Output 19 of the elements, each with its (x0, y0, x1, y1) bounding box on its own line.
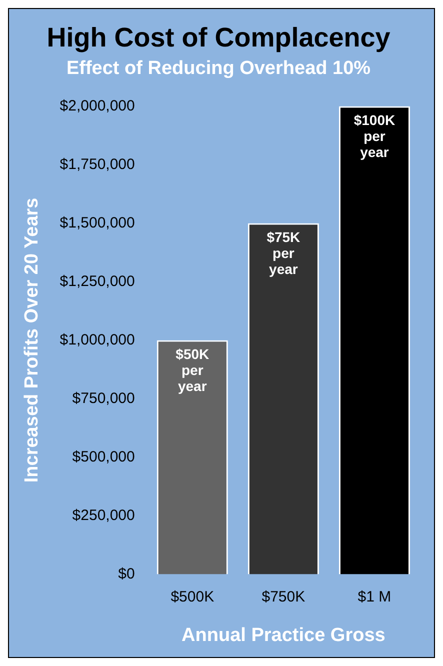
y-tick-label: $250,000 (72, 506, 135, 524)
y-tick-label: $0 (118, 565, 135, 582)
y-tick-label: $2,000,000 (60, 97, 135, 114)
chart-subtitle: Effect of Reducing Overhead 10% (66, 58, 371, 80)
y-axis-title: Increased Profits Over 20 Years (22, 198, 43, 483)
y-tick-label: $1,000,000 (60, 331, 135, 348)
y-tick-label: $1,250,000 (60, 272, 135, 290)
x-tick-label: $500K (170, 588, 214, 606)
y-tick-label: $1,750,000 (60, 156, 135, 173)
annotation: $75K per year (266, 229, 300, 278)
annotation: $100K per year (354, 112, 396, 160)
x-tick-label: $1 M (358, 588, 392, 606)
y-tick-label: $500,000 (72, 448, 135, 466)
annotation: $50K per year (176, 346, 210, 394)
x-tick-label: $750K (262, 588, 306, 606)
chart-title: High Cost of Complacency (46, 22, 390, 53)
y-tick-label: $750,000 (72, 390, 135, 407)
y-tick-label: $1,500,000 (60, 214, 135, 232)
x-axis-title: Annual Practice Gross (182, 624, 386, 646)
